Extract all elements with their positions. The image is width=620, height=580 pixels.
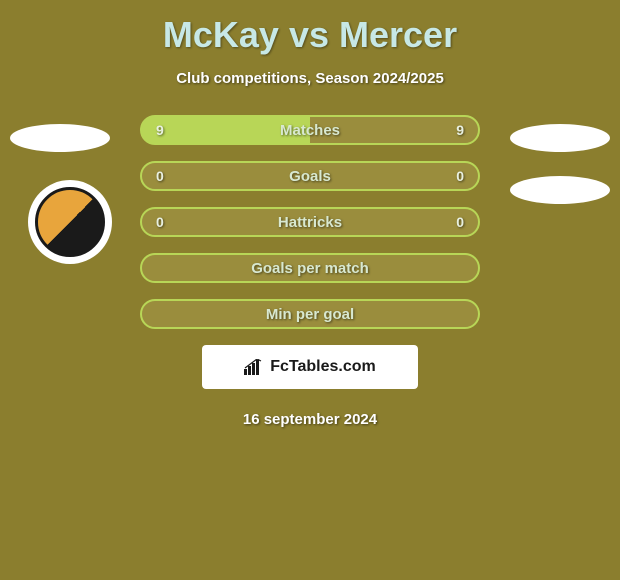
page-subtitle: Club competitions, Season 2024/2025 [0,70,620,87]
stat-row-goals: 0 Goals 0 [140,161,480,191]
stat-row-min-per-goal: Min per goal [140,299,480,329]
stat-gpm-label: Goals per match [251,260,369,277]
stats-panel: 9 Matches 9 0 Goals 0 0 Hattricks 0 Goal… [0,87,620,428]
stat-row-hattricks: 0 Hattricks 0 [140,207,480,237]
stat-hattricks-left-value: 0 [156,214,164,230]
stat-matches-left-value: 9 [156,122,164,138]
stat-hattricks-right-value: 0 [456,214,464,230]
stat-row-goals-per-match: Goals per match [140,253,480,283]
stat-goals-left-value: 0 [156,168,164,184]
stat-matches-label: Matches [280,122,340,139]
stat-row-matches: 9 Matches 9 [140,115,480,145]
footer-brand-text: FcTables.com [270,358,376,376]
stat-goals-label: Goals [289,168,331,185]
stat-mpg-label: Min per goal [266,306,354,323]
stat-matches-right-value: 9 [456,122,464,138]
stat-goals-right-value: 0 [456,168,464,184]
stat-hattricks-label: Hattricks [278,214,342,231]
bar-chart-icon [244,359,264,375]
update-date: 16 september 2024 [0,411,620,428]
page-title: McKay vs Mercer [0,0,620,56]
footer-brand-link[interactable]: FcTables.com [202,345,418,389]
